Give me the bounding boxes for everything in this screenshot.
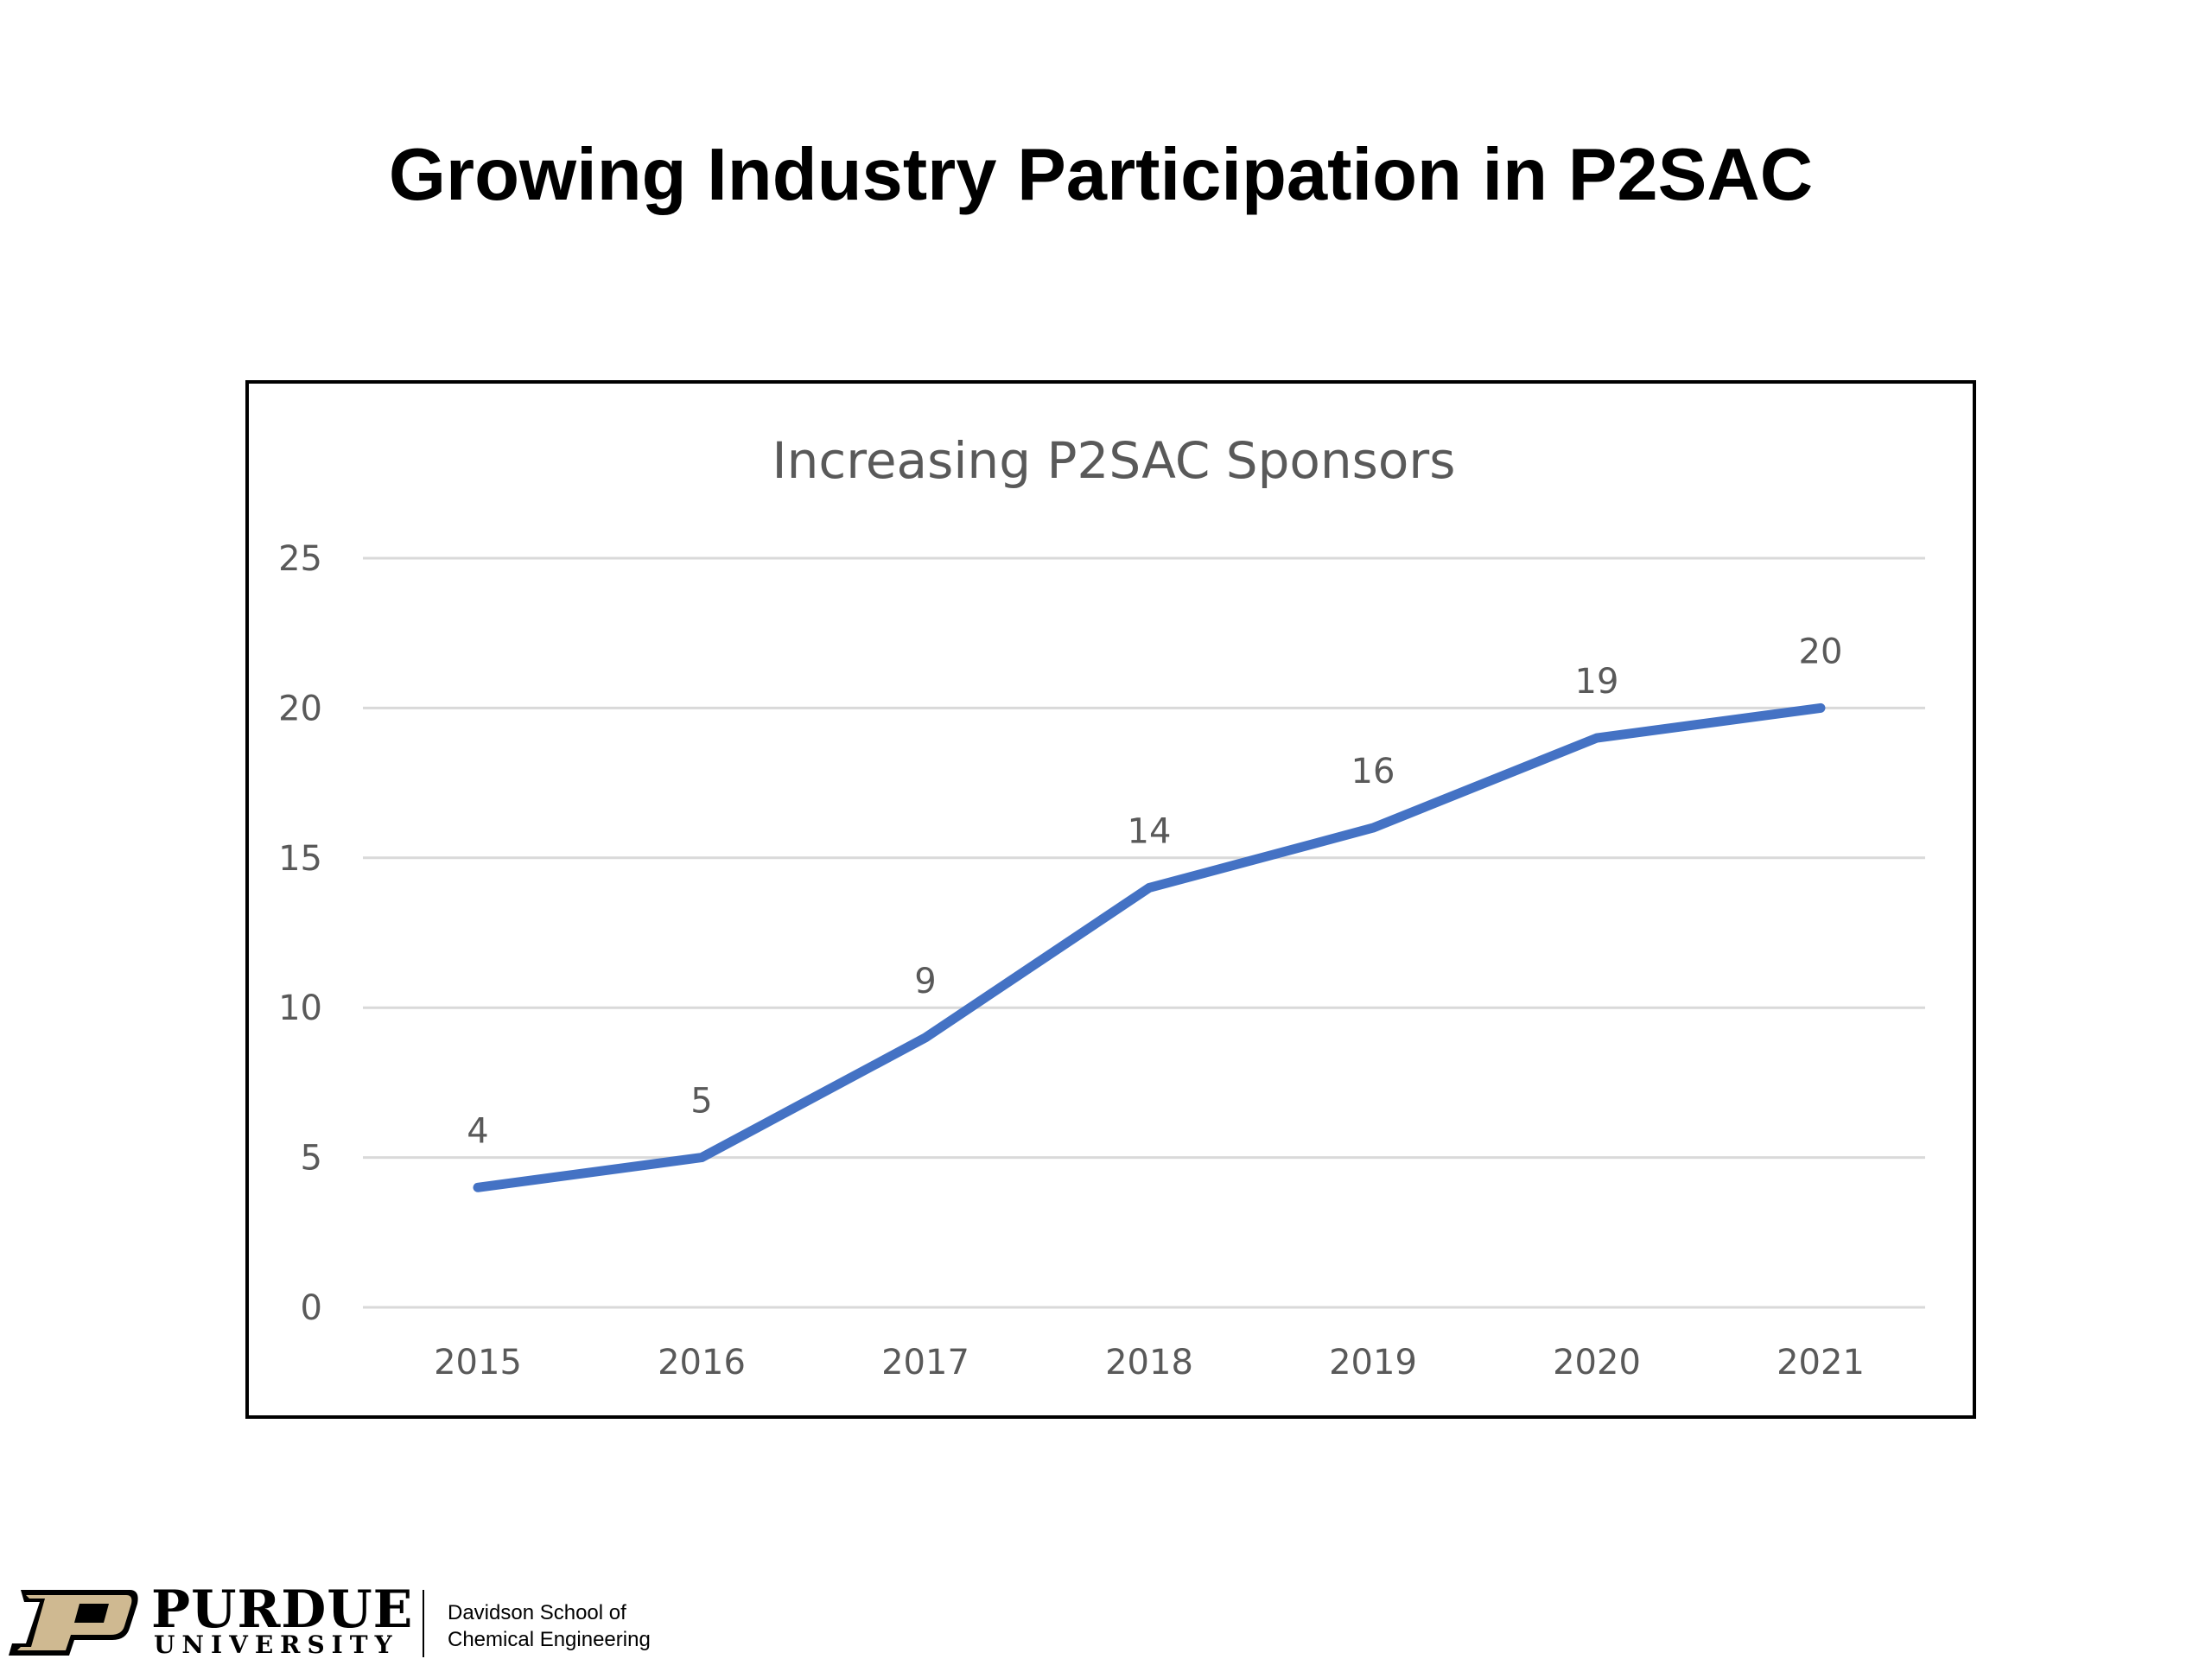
data-point (476, 1185, 480, 1190)
y-tick-label: 25 (278, 539, 322, 579)
logo-wordmark: PURDUE (151, 1580, 413, 1640)
series-layer (473, 702, 1826, 1192)
y-axis-ticks: 0 5 10 15 20 25 (278, 539, 322, 1328)
department-line-2: Chemical Engineering (448, 1628, 651, 1651)
data-label: 9 (914, 962, 936, 1001)
data-point (1595, 736, 1599, 741)
slide-title: Growing Industry Participation in P2SAC (388, 134, 1814, 216)
x-tick-label: 2015 (434, 1343, 522, 1382)
data-point (1371, 826, 1375, 830)
series-line (473, 702, 1826, 1192)
x-tick-label: 2019 (1329, 1343, 1417, 1382)
data-labels: 4 5 9 14 16 19 20 (467, 632, 1842, 1151)
logo-subtitle: UNIVERSITY (154, 1630, 399, 1659)
data-point (924, 1035, 927, 1039)
chart-title: Increasing P2SAC Sponsors (772, 431, 1456, 490)
y-tick-label: 20 (278, 689, 322, 728)
purdue-p-mark (9, 1590, 138, 1656)
data-label: 20 (1799, 632, 1843, 671)
data-point (1147, 886, 1151, 890)
data-label: 14 (1128, 811, 1172, 851)
y-tick-label: 5 (301, 1139, 322, 1179)
data-label: 19 (1575, 662, 1619, 702)
y-tick-label: 15 (278, 839, 322, 879)
chart-frame (245, 380, 1976, 1419)
x-tick-label: 2020 (1553, 1343, 1641, 1382)
data-label: 4 (467, 1111, 488, 1151)
x-tick-label: 2021 (1777, 1343, 1865, 1382)
data-label: 16 (1351, 752, 1395, 791)
department-line-1: Davidson School of (448, 1601, 626, 1624)
gridlines (363, 556, 1925, 1309)
purdue-logo: PURDUE UNIVERSITY Davidson School of Che… (9, 1580, 651, 1659)
x-axis-ticks: 2015 2016 2017 2018 2019 2020 2021 (434, 1343, 1865, 1382)
data-point (700, 1155, 703, 1160)
y-tick-label: 0 (301, 1288, 322, 1328)
data-label: 5 (690, 1082, 712, 1122)
data-point (1819, 706, 1822, 710)
x-tick-label: 2017 (881, 1343, 969, 1382)
x-tick-label: 2018 (1105, 1343, 1193, 1382)
y-tick-label: 10 (278, 988, 322, 1028)
x-tick-label: 2016 (658, 1343, 746, 1382)
